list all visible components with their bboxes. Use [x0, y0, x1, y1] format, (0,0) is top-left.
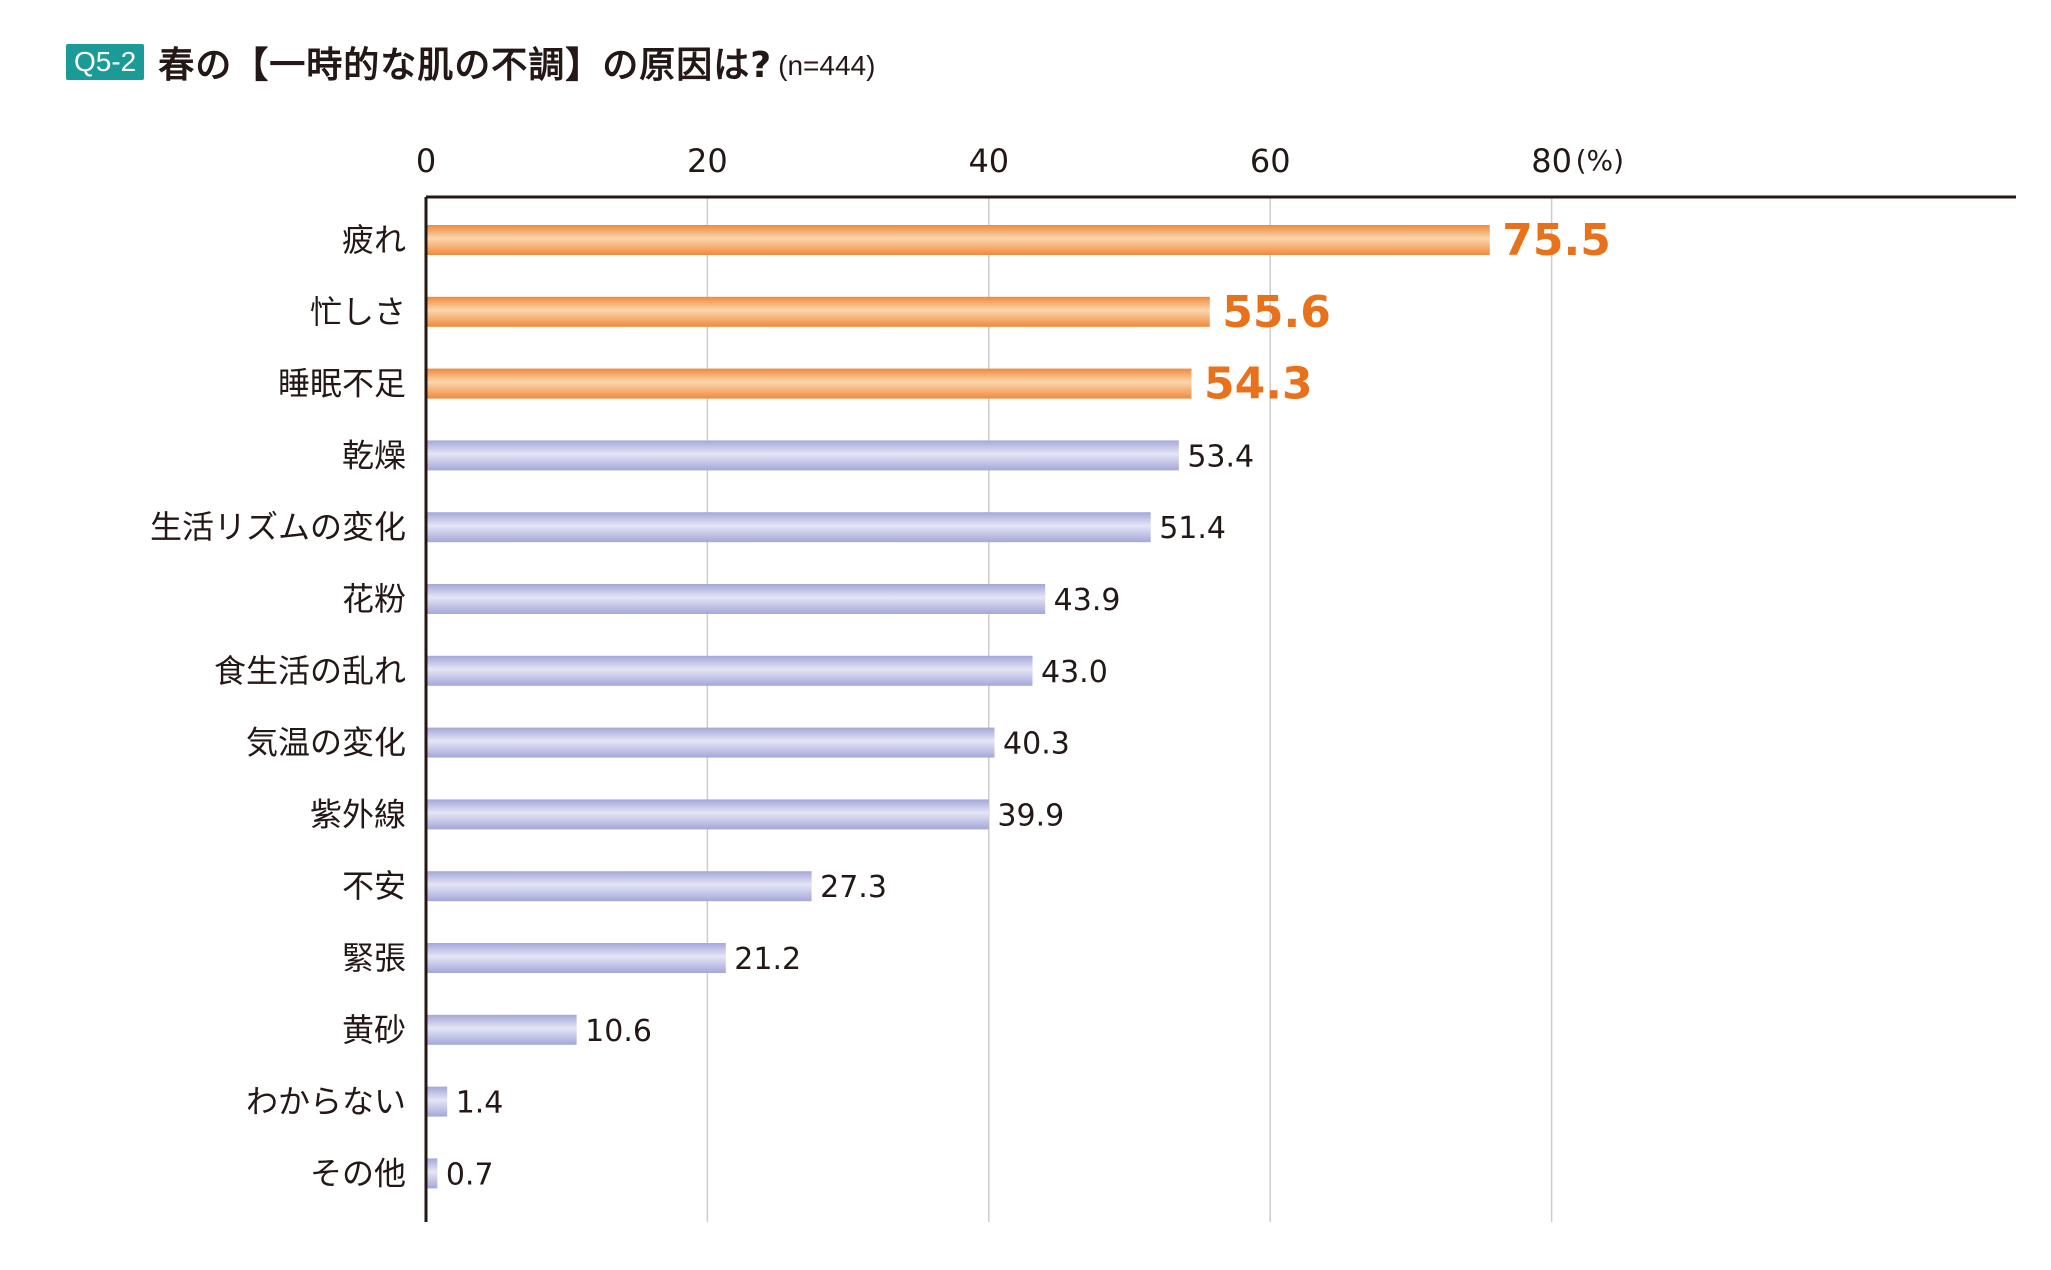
x-tick-label: 60	[1250, 142, 1291, 180]
value-label: 55.6	[1222, 287, 1331, 338]
chart-header: Q5-2 春の【一時的な肌の不調】の原因は? (n=444)	[66, 38, 875, 86]
bar	[427, 799, 989, 830]
x-tick-label: 40	[968, 142, 1009, 180]
bar	[427, 943, 726, 973]
category-label: わからない	[246, 1083, 406, 1121]
bar	[427, 1086, 448, 1117]
category-label: その他	[310, 1154, 406, 1192]
bars	[427, 225, 1490, 1189]
category-label: 乾燥	[342, 436, 406, 474]
category-label: 疲れ	[342, 221, 406, 259]
chart-title: 春の【一時的な肌の不調】の原因は?	[158, 45, 773, 86]
x-tick-label: 0	[416, 142, 436, 180]
category-label: 忙しさ	[310, 293, 406, 331]
category-label: 黄砂	[342, 1011, 406, 1049]
bar	[427, 584, 1046, 614]
value-label: 39.9	[997, 798, 1064, 833]
category-label: 紫外線	[310, 795, 406, 833]
bar	[427, 512, 1151, 543]
labels: 0 20 40 60 80 (%) 疲れ 75.5 忙しさ 55.6 睡眠不足 54.3 乾燥 53.4 生…	[150, 142, 1624, 1192]
category-label: 花粉	[342, 580, 406, 618]
x-tick-label: 80	[1531, 142, 1572, 180]
bar	[427, 368, 1192, 399]
category-label: 気温の変化	[246, 724, 406, 762]
value-label: 43.9	[1054, 583, 1121, 618]
value-label: 40.3	[1003, 727, 1070, 762]
question-badge: Q5-2	[66, 44, 145, 80]
bar	[427, 871, 812, 902]
value-label: 51.4	[1159, 511, 1226, 546]
value-label: 1.4	[456, 1086, 504, 1121]
x-unit-label: (%)	[1576, 144, 1624, 177]
bar	[427, 1158, 438, 1189]
bar	[427, 225, 1490, 255]
category-label: 食生活の乱れ	[214, 652, 406, 690]
axes	[424, 195, 2016, 1222]
value-label: 0.7	[446, 1157, 494, 1192]
value-label: 54.3	[1204, 359, 1313, 410]
gridlines	[706, 197, 1553, 1222]
category-label: 睡眠不足	[278, 365, 406, 403]
bar	[427, 296, 1210, 327]
bar	[427, 655, 1033, 686]
value-label: 21.2	[734, 942, 801, 977]
category-label: 不安	[342, 867, 406, 905]
bar	[427, 727, 995, 758]
value-label: 75.5	[1502, 215, 1611, 266]
value-label: 43.0	[1041, 655, 1108, 690]
value-label: 27.3	[820, 870, 887, 905]
category-label: 緊張	[342, 939, 406, 977]
category-label: 生活リズムの変化	[150, 508, 406, 546]
sample-size: (n=444)	[778, 50, 876, 81]
bar	[427, 440, 1179, 471]
value-label: 10.6	[585, 1014, 652, 1049]
bar	[427, 1014, 577, 1045]
value-label: 53.4	[1187, 439, 1254, 474]
x-tick-label: 20	[687, 142, 728, 180]
